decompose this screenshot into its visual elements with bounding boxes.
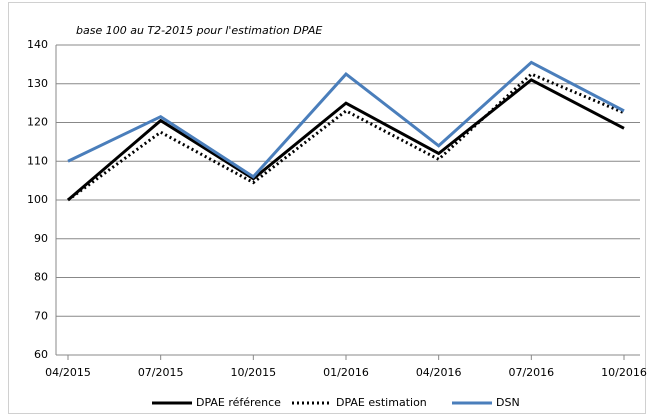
y-tick-label: 100 bbox=[27, 193, 48, 206]
legend-label: DPAE estimation bbox=[336, 396, 427, 409]
x-tick-label: 01/2016 bbox=[323, 366, 369, 379]
legend-label: DSN bbox=[496, 396, 520, 409]
y-tick-label: 130 bbox=[27, 77, 48, 90]
legend-label: DPAE référence bbox=[196, 396, 281, 409]
x-tick-label: 04/2016 bbox=[416, 366, 462, 379]
series-line bbox=[67, 60, 625, 179]
y-tick-label: 90 bbox=[34, 232, 48, 245]
y-tick-label: 120 bbox=[27, 116, 48, 129]
y-tick-label: 60 bbox=[34, 348, 48, 361]
x-tick-label: 10/2015 bbox=[230, 366, 276, 379]
x-tick-label: 07/2015 bbox=[138, 366, 184, 379]
x-tick-label: 04/2015 bbox=[45, 366, 91, 379]
series-line bbox=[67, 78, 625, 202]
chart-annotation: base 100 au T2-2015 pour l'estimation DP… bbox=[76, 24, 322, 37]
y-tick-label: 110 bbox=[27, 154, 48, 167]
x-tick-label: 10/2016 bbox=[601, 366, 647, 379]
chart-frame bbox=[8, 2, 646, 414]
y-tick-label: 140 bbox=[27, 38, 48, 51]
y-tick-label: 70 bbox=[34, 309, 48, 322]
x-tick-label: 07/2016 bbox=[508, 366, 554, 379]
y-tick-label: 80 bbox=[34, 271, 48, 284]
